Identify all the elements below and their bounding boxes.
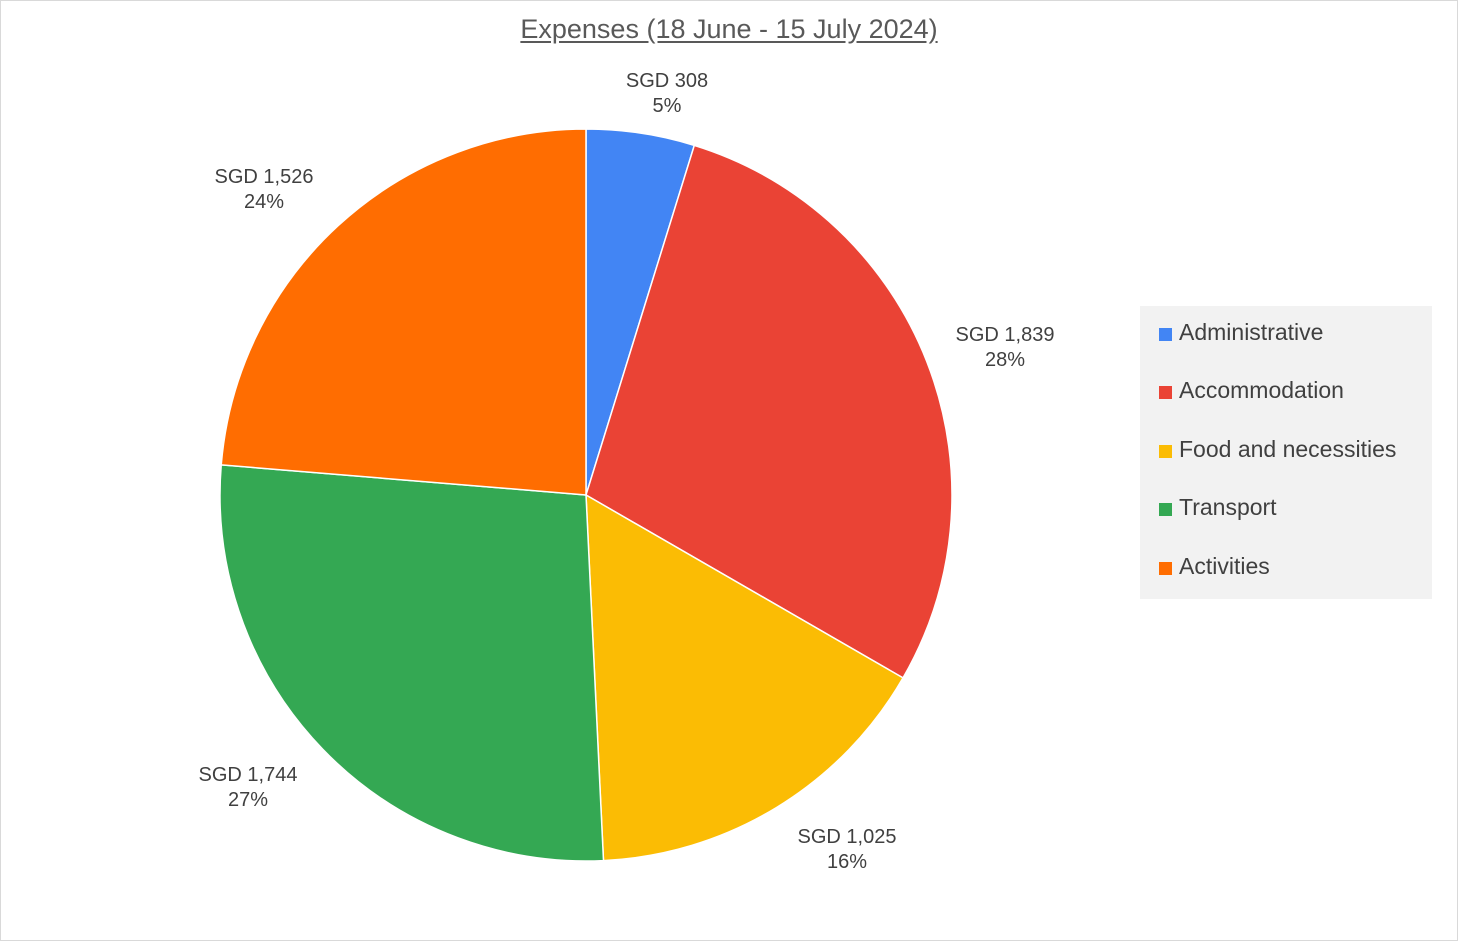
legend-label: Administrative <box>1179 319 1324 345</box>
legend-swatch <box>1159 503 1172 517</box>
legend-label: Transport <box>1179 494 1277 521</box>
pie-slices <box>219 128 953 862</box>
data-label-value: SGD 1,025 <box>798 826 897 848</box>
legend-swatch <box>1159 328 1172 341</box>
data-label-value: SGD 1,744 <box>199 764 298 786</box>
legend-label: Activities <box>1179 552 1270 579</box>
pie-slice-accommodation <box>585 144 953 679</box>
data-label-percent: 24% <box>244 191 284 213</box>
pie-data-labels: SGD 308 5% SGD 1,839 28% SGD 1,025 16% SGD 1,7… <box>199 70 1055 873</box>
pie-slice-activities <box>220 128 587 496</box>
legend-item: Administrative <box>1140 319 1432 377</box>
legend-item: Activities <box>1140 553 1432 611</box>
data-label-value: SGD 1,526 <box>215 166 314 188</box>
legend-item: Transport <box>1140 494 1432 552</box>
legend-item: Accommodation <box>1140 377 1432 435</box>
legend-swatch <box>1159 561 1172 575</box>
legend-label: Accommodation <box>1179 377 1344 404</box>
data-label-value: SGD 308 <box>626 70 708 92</box>
data-label-value: SGD 1,839 <box>956 324 1055 346</box>
pie-slice-food-and-necessities <box>585 493 905 862</box>
data-label-percent: 5% <box>653 95 682 117</box>
legend-item: Food and necessities <box>1140 436 1432 494</box>
legend-swatch <box>1159 386 1172 400</box>
legend-swatch <box>1159 444 1172 458</box>
data-label-percent: 27% <box>228 789 268 811</box>
chart-title: Expenses (18 June - 15 July 2024) <box>520 14 938 44</box>
data-label-percent: 16% <box>827 851 867 873</box>
legend-label: Food and necessities <box>1179 435 1397 462</box>
pie-slice-transport <box>219 464 605 862</box>
data-label-percent: 28% <box>985 349 1025 371</box>
legend: Administrative Accommodation Food and nece… <box>1140 306 1432 599</box>
